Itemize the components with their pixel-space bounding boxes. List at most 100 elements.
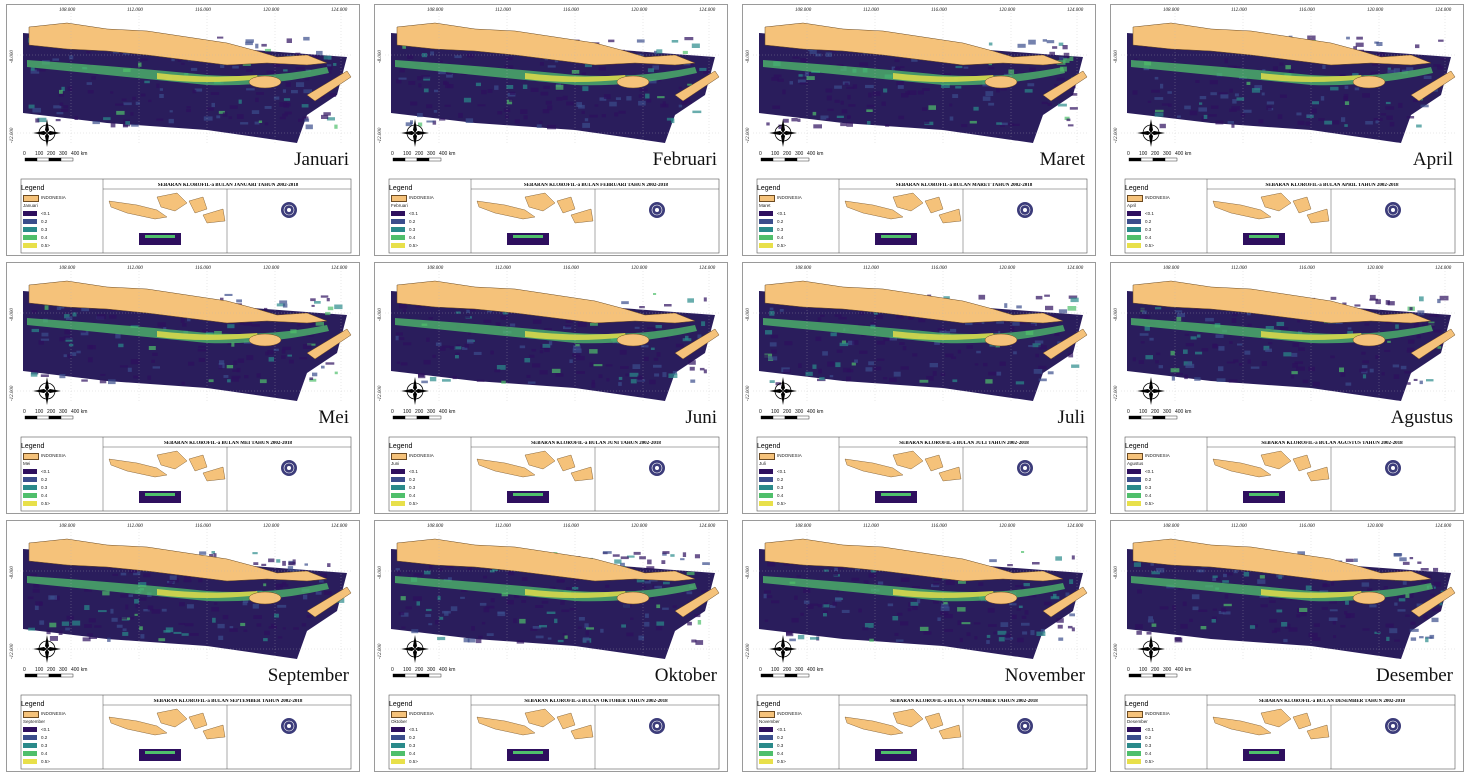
chlorophyll-pixel (56, 306, 62, 310)
chlorophyll-pixel (283, 98, 291, 101)
chlorophyll-pixel (59, 374, 66, 379)
chlorophyll-pixel (646, 98, 652, 103)
chlorophyll-pixel (49, 622, 57, 628)
legend-swatch (23, 743, 37, 748)
legend-label-land: INDONESIA (409, 711, 434, 716)
java-landmass (764, 280, 1064, 324)
scale-bar-segment (404, 673, 418, 678)
chlorophyll-pixel (771, 77, 779, 81)
longitude-label: 116.000 (563, 8, 579, 13)
chlorophyll-pixel (955, 86, 962, 89)
chlorophyll-pixel (471, 626, 475, 631)
longitude-label: 116.000 (931, 524, 947, 529)
chlorophyll-pixel (598, 66, 606, 71)
chlorophyll-pixel (1194, 377, 1201, 381)
chlorophyll-pixel (848, 104, 856, 107)
chlorophyll-pixel (138, 582, 147, 587)
chlorophyll-pixel (1385, 101, 1391, 105)
month-label: Oktober (654, 665, 717, 686)
map-layout-title: SEBARAN KLOROFIL-a BULAN OKTOBER TAHUN 2… (524, 699, 668, 704)
map-panel-mei: Legend INDONESIA Mei <0.1 0.2 0.3 0.4 0.5> SEBAR… (6, 262, 360, 514)
chlorophyll-pixel (1409, 557, 1414, 560)
legend-swatch (1127, 211, 1141, 216)
chlorophyll-pixel (107, 637, 111, 642)
layout-frame (20, 436, 352, 512)
chlorophyll-pixel (589, 114, 598, 118)
chlorophyll-pixel (87, 90, 94, 94)
longitude-label: 124.000 (1067, 266, 1084, 271)
legend-swatch (759, 485, 773, 490)
legend-swatch (23, 735, 37, 740)
chlorophyll-pixel (859, 310, 865, 316)
chlorophyll-pixel (549, 586, 556, 589)
chlorophyll-pixel (582, 122, 590, 128)
chlorophyll-pixel (1279, 62, 1284, 66)
chlorophyll-pixel (1147, 619, 1154, 623)
chlorophyll-pixel (119, 365, 129, 368)
latitude-label: -8.000 (378, 50, 383, 63)
chlorophyll-pixel (143, 573, 151, 578)
chlorophyll-pixel (907, 90, 917, 95)
chlorophyll-pixel (961, 124, 968, 128)
chlorophyll-pixel (238, 99, 242, 104)
chlorophyll-pixel (415, 304, 422, 308)
chlorophyll-pixel (627, 555, 635, 558)
chlorophyll-pixel (1330, 296, 1337, 300)
chlorophyll-pixel (413, 573, 423, 577)
chlorophyll-pixel (876, 358, 885, 361)
chlorophyll-pixel (885, 124, 890, 127)
chlorophyll-pixel (244, 375, 249, 379)
chlorophyll-pixel (687, 621, 692, 626)
chlorophyll-pixel (822, 351, 828, 356)
chlorophyll-pixel (400, 596, 406, 601)
chlorophyll-pixel (689, 366, 695, 371)
legend-label-land: INDONESIA (1145, 195, 1170, 200)
legend-title: Legend (1125, 443, 1149, 450)
chlorophyll-pixel (261, 563, 267, 566)
chlorophyll-pixel (140, 58, 148, 61)
chlorophyll-pixel (602, 551, 612, 554)
chlorophyll-pixel (1216, 378, 1226, 382)
longitude-label: 112.000 (863, 524, 879, 529)
chlorophyll-pixel (1071, 555, 1075, 560)
chlorophyll-pixel (562, 95, 568, 101)
chlorophyll-pixel (638, 635, 644, 641)
chlorophyll-pixel (911, 58, 918, 62)
chlorophyll-pixel (490, 598, 495, 603)
chlorophyll-pixel (834, 99, 840, 103)
chlorophyll-pixel (978, 294, 986, 300)
chlorophyll-pixel (1000, 622, 1009, 627)
chlorophyll-pixel (996, 88, 1000, 93)
legend-layer-name: November (759, 719, 780, 724)
chlorophyll-pixel (942, 73, 951, 76)
chlorophyll-pixel (1312, 101, 1319, 105)
chlorophyll-pixel (577, 626, 582, 629)
legend-class-label: 0.3 (1145, 227, 1152, 232)
chlorophyll-pixel (309, 321, 315, 326)
chlorophyll-pixel (1069, 107, 1078, 110)
chlorophyll-pixel (1231, 318, 1237, 323)
chlorophyll-pixel (782, 89, 786, 95)
chlorophyll-pixel (1370, 71, 1380, 77)
chlorophyll-pixel (1199, 96, 1207, 100)
chlorophyll-pixel (957, 349, 962, 354)
chlorophyll-pixel (433, 110, 438, 113)
chlorophyll-pixel (246, 69, 253, 72)
chlorophyll-pixel (66, 615, 74, 620)
chlorophyll-pixel (1406, 350, 1414, 353)
scale-label: 400 km (1175, 409, 1192, 415)
chlorophyll-pixel (789, 638, 796, 642)
legend-layer-name: Desember (1127, 719, 1148, 724)
chlorophyll-pixel (1035, 295, 1043, 300)
scale-label: 400 km (439, 151, 456, 157)
longitude-label: 108.000 (1163, 266, 1180, 271)
chlorophyll-pixel (1205, 317, 1214, 322)
chlorophyll-pixel (446, 74, 453, 78)
chlorophyll-pixel (184, 576, 192, 579)
chlorophyll-pixel (190, 67, 198, 71)
scale-label: 400 km (439, 667, 456, 673)
chlorophyll-pixel (1333, 635, 1337, 639)
chlorophyll-pixel (213, 602, 218, 605)
legend-swatch (391, 211, 405, 216)
scale-label: 0 (391, 409, 394, 415)
